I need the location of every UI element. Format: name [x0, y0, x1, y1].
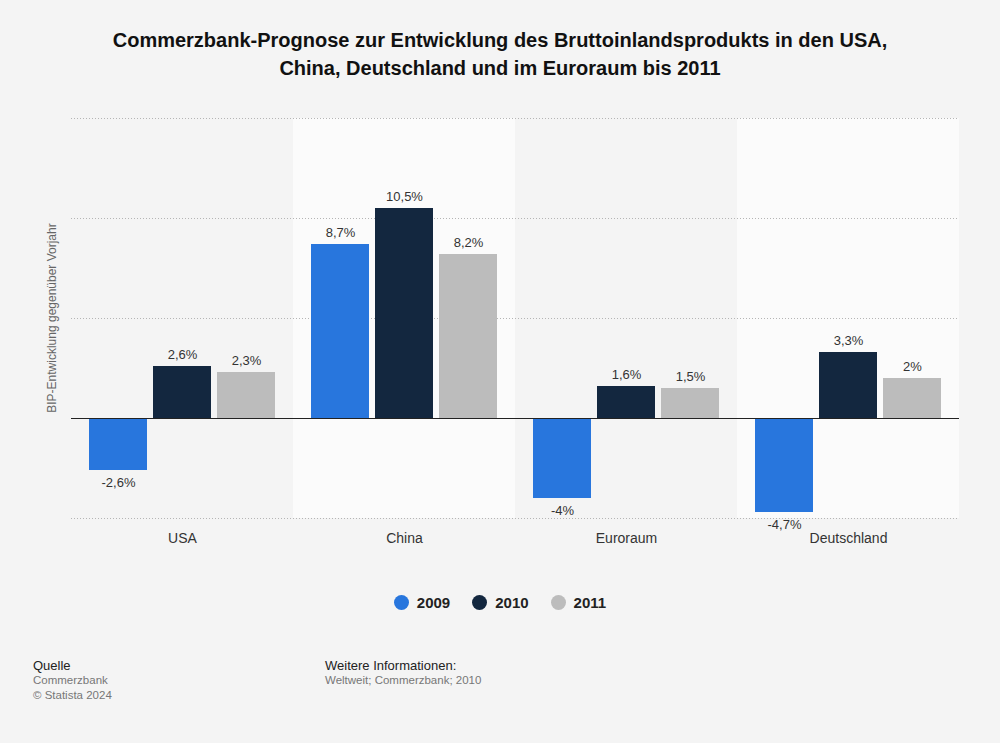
svg-text:-4%: -4%	[551, 503, 575, 518]
svg-text:2%: 2%	[903, 359, 922, 374]
svg-text:1,6%: 1,6%	[612, 367, 642, 382]
html-text:Weitere Informationen:: Weitere Informationen:	[325, 658, 457, 673]
html-text:Commerzbank: Commerzbank	[33, 674, 108, 686]
svg-text:-2,6%: -2,6%	[102, 475, 136, 490]
svg-text:10,5%: 10,5%	[386, 189, 423, 204]
svg-text:2,3%: 2,3%	[232, 353, 262, 368]
svg-text:3,3%: 3,3%	[834, 333, 864, 348]
svg-text:8,2%: 8,2%	[454, 235, 484, 250]
svg-text:Euroraum: Euroraum	[596, 530, 657, 546]
html-text:Commerzbank-Prognose zur Entwi: Commerzbank-Prognose zur Entwicklung des…	[112, 29, 888, 79]
html-text:2010: 2010	[495, 594, 529, 611]
svg-text:8,7%: 8,7%	[326, 225, 356, 240]
svg-text:1,5%: 1,5%	[676, 369, 706, 384]
html-text:2011: 2011	[573, 594, 607, 611]
html-text:BIP-Entwicklung gegenüber Vorj: BIP-Entwicklung gegenüber Vorjahr	[45, 223, 59, 413]
svg-text:2,6%: 2,6%	[168, 347, 198, 362]
svg-text:USA: USA	[168, 530, 197, 546]
svg-text:-4,7%: -4,7%	[768, 517, 802, 532]
svg-text:China: China	[386, 530, 423, 546]
html-text:Weltweit; Commerzbank; 2010: Weltweit; Commerzbank; 2010	[325, 674, 482, 686]
svg-text:Deutschland: Deutschland	[810, 530, 888, 546]
html-text:© Statista 2024: © Statista 2024	[33, 689, 112, 701]
html-text:2009: 2009	[416, 594, 451, 611]
html-text:Quelle: Quelle	[33, 658, 71, 673]
